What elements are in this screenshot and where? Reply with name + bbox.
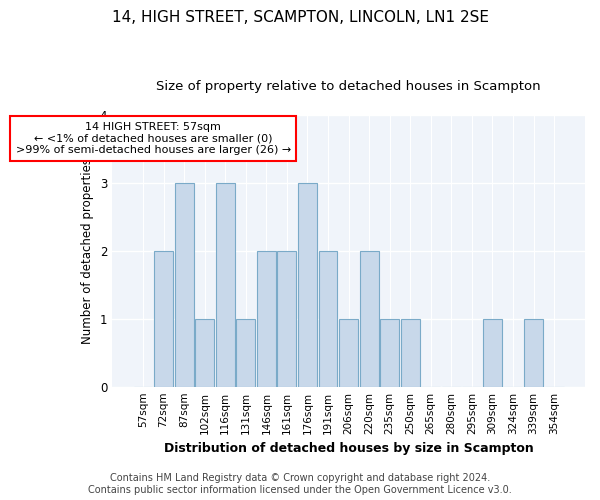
Bar xyxy=(359,251,379,386)
Bar xyxy=(277,251,296,386)
Bar xyxy=(216,183,235,386)
Bar xyxy=(483,319,502,386)
Bar xyxy=(524,319,543,386)
Bar xyxy=(236,319,255,386)
Bar xyxy=(154,251,173,386)
Title: Size of property relative to detached houses in Scampton: Size of property relative to detached ho… xyxy=(156,80,541,93)
Bar xyxy=(380,319,399,386)
Bar xyxy=(298,183,317,386)
Bar xyxy=(175,183,194,386)
X-axis label: Distribution of detached houses by size in Scampton: Distribution of detached houses by size … xyxy=(164,442,533,455)
Bar xyxy=(257,251,276,386)
Text: Contains HM Land Registry data © Crown copyright and database right 2024.
Contai: Contains HM Land Registry data © Crown c… xyxy=(88,474,512,495)
Bar xyxy=(339,319,358,386)
Text: 14, HIGH STREET, SCAMPTON, LINCOLN, LN1 2SE: 14, HIGH STREET, SCAMPTON, LINCOLN, LN1 … xyxy=(112,10,488,25)
Y-axis label: Number of detached properties: Number of detached properties xyxy=(81,158,94,344)
Bar xyxy=(401,319,419,386)
Bar xyxy=(319,251,337,386)
Text: 14 HIGH STREET: 57sqm
← <1% of detached houses are smaller (0)
>99% of semi-deta: 14 HIGH STREET: 57sqm ← <1% of detached … xyxy=(16,122,291,155)
Bar xyxy=(195,319,214,386)
